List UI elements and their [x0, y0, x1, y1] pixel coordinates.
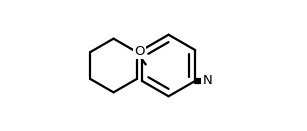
Text: N: N: [202, 74, 212, 87]
Text: O: O: [134, 45, 145, 58]
